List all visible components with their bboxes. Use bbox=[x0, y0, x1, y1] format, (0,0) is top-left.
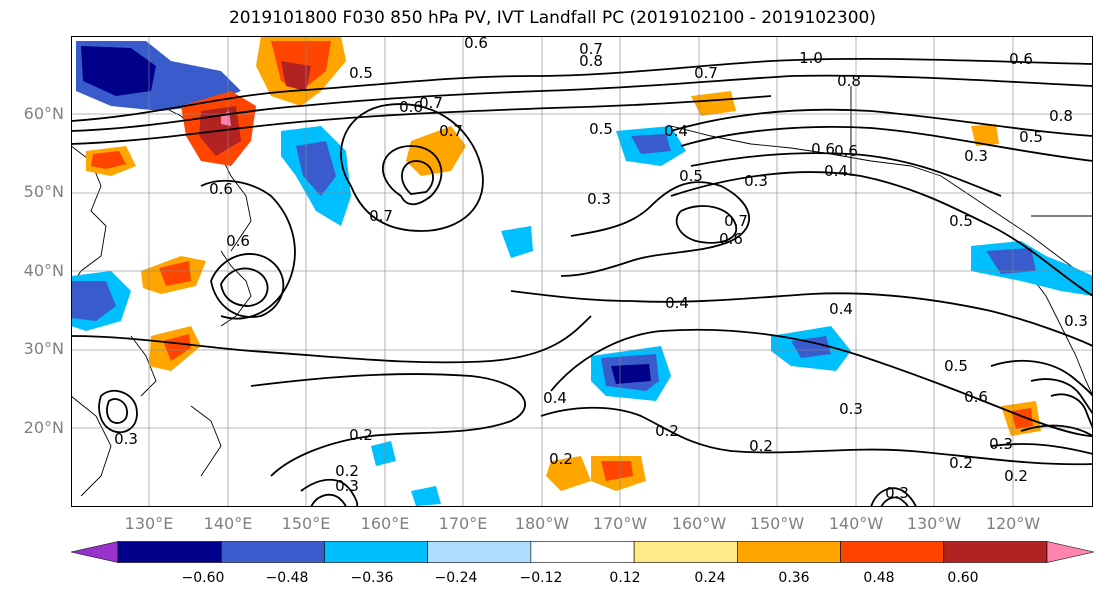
lon-label: 160°W bbox=[671, 514, 727, 533]
colorbar-segment bbox=[117, 541, 222, 563]
ivt-contours bbox=[71, 57, 1093, 507]
lon-label: 160°E bbox=[360, 514, 410, 533]
colorbar-tick: 0.60 bbox=[947, 570, 979, 586]
contour-label: 0.3 bbox=[114, 430, 138, 448]
colorbar-tick: 0.36 bbox=[778, 570, 810, 586]
lon-label: 170°E bbox=[438, 514, 488, 533]
colorbar-tick: −0.36 bbox=[350, 570, 394, 586]
map-panel: 0.6 0.7 1.0 0.8 0.6 0.8 0.5 0.7 0.5 0.6 … bbox=[71, 36, 1093, 507]
lon-label: 120°W bbox=[985, 514, 1041, 533]
contour-label: 0.5 bbox=[949, 212, 973, 230]
colorbar-tick: −0.48 bbox=[265, 570, 309, 586]
contour-label: 0.2 bbox=[549, 450, 573, 468]
lat-label: 40°N bbox=[23, 261, 64, 280]
lon-label: 130°W bbox=[906, 514, 962, 533]
contour-label: 0.7 bbox=[579, 40, 603, 58]
contour-label: 0.7 bbox=[369, 207, 393, 225]
contour-labels: 0.6 0.7 1.0 0.8 0.6 0.8 0.5 0.7 0.5 0.6 … bbox=[114, 36, 1088, 502]
colorbar-tick: 0.48 bbox=[863, 570, 895, 586]
lon-label: 140°W bbox=[828, 514, 884, 533]
colorbar-tick: 0.12 bbox=[609, 570, 641, 586]
contour-label: 0.3 bbox=[587, 190, 611, 208]
contour-label: 0.4 bbox=[824, 162, 848, 180]
contour-label: 0.6 bbox=[226, 232, 250, 250]
lon-label: 140°E bbox=[203, 514, 253, 533]
contour-label: 0.3 bbox=[964, 147, 988, 165]
contour-label: 0.5 bbox=[944, 357, 968, 375]
contour-label: 0.7 bbox=[694, 64, 718, 82]
contour-label: 0.2 bbox=[655, 422, 679, 440]
contour-label: 0.3 bbox=[839, 400, 863, 418]
contour-label: 0.7 bbox=[419, 94, 443, 112]
colorbar-segment bbox=[633, 541, 738, 563]
contour-label: 0.7 bbox=[724, 212, 748, 230]
colorbar-segment bbox=[943, 541, 1048, 563]
contour-label: 0.6 bbox=[964, 388, 988, 406]
contour-label: 0.4 bbox=[543, 389, 567, 407]
contour-label: 0.2 bbox=[1004, 467, 1028, 485]
lon-label: 130°E bbox=[124, 514, 174, 533]
contour-label: 0.3 bbox=[335, 477, 359, 495]
lon-label: 180°W bbox=[514, 514, 570, 533]
contour-label: 0.2 bbox=[749, 437, 773, 455]
contour-label: 0.5 bbox=[679, 167, 703, 185]
contour-label: 0.4 bbox=[665, 294, 689, 312]
contour-label: 0.6 bbox=[1009, 50, 1033, 68]
colorbar-tick: −0.24 bbox=[434, 570, 478, 586]
colorbar bbox=[70, 541, 1095, 563]
contour-label: 0.6 bbox=[719, 230, 743, 248]
contour-label: 0.6 bbox=[209, 180, 233, 198]
contour-label: 0.7 bbox=[439, 122, 463, 140]
colorbar-tick: 0.24 bbox=[694, 570, 726, 586]
lat-label: 50°N bbox=[23, 182, 64, 201]
colorbar-segment bbox=[324, 541, 428, 563]
lat-label: 20°N bbox=[23, 418, 64, 437]
contour-label: 0.2 bbox=[335, 462, 359, 480]
map-title: 2019101800 F030 850 hPa PV, IVT Landfall… bbox=[228, 8, 876, 28]
contour-label: 0.8 bbox=[579, 52, 603, 70]
lon-label: 170°W bbox=[592, 514, 648, 533]
colorbar-segment bbox=[70, 541, 119, 563]
map-canvas: 0.6 0.7 1.0 0.8 0.6 0.8 0.5 0.7 0.5 0.6 … bbox=[71, 36, 1093, 507]
colorbar-segment bbox=[530, 541, 635, 563]
colorbar-segment bbox=[1046, 541, 1095, 563]
contour-label: 0.4 bbox=[829, 300, 853, 318]
contour-label: 0.4 bbox=[664, 122, 688, 140]
contour-label: 0.3 bbox=[744, 172, 768, 190]
contour-label: 0.2 bbox=[349, 426, 373, 444]
contour-label: 0.8 bbox=[837, 72, 861, 90]
colorbar-segment bbox=[220, 541, 325, 563]
contour-label: 0.5 bbox=[1019, 128, 1043, 146]
lon-label: 150°E bbox=[281, 514, 331, 533]
contour-label: 0.6 bbox=[811, 140, 835, 158]
contour-label: 0.5 bbox=[589, 120, 613, 138]
contour-label: 1.0 bbox=[799, 49, 823, 67]
contour-label: 0.2 bbox=[949, 454, 973, 472]
contour-label: 0.3 bbox=[1064, 312, 1088, 330]
contour-label: 0.6 bbox=[464, 36, 488, 52]
colorbar-tick: −0.12 bbox=[519, 570, 563, 586]
colorbar-segment bbox=[427, 541, 532, 563]
lon-label: 150°W bbox=[749, 514, 805, 533]
contour-label: 0.5 bbox=[349, 64, 373, 82]
contour-label: 0.6 bbox=[399, 98, 423, 116]
lat-label: 60°N bbox=[23, 104, 64, 123]
colorbar-segment bbox=[737, 541, 841, 563]
contour-label: 0.3 bbox=[989, 435, 1013, 453]
shaded-anomalies bbox=[71, 36, 1093, 506]
colorbar-tick: −0.60 bbox=[181, 570, 225, 586]
contour-label: 0.8 bbox=[1049, 107, 1073, 125]
contour-label: 0.3 bbox=[885, 484, 909, 502]
lat-label: 30°N bbox=[23, 339, 64, 358]
colorbar-segment bbox=[840, 541, 945, 563]
contour-label: 0.6 bbox=[834, 142, 858, 160]
